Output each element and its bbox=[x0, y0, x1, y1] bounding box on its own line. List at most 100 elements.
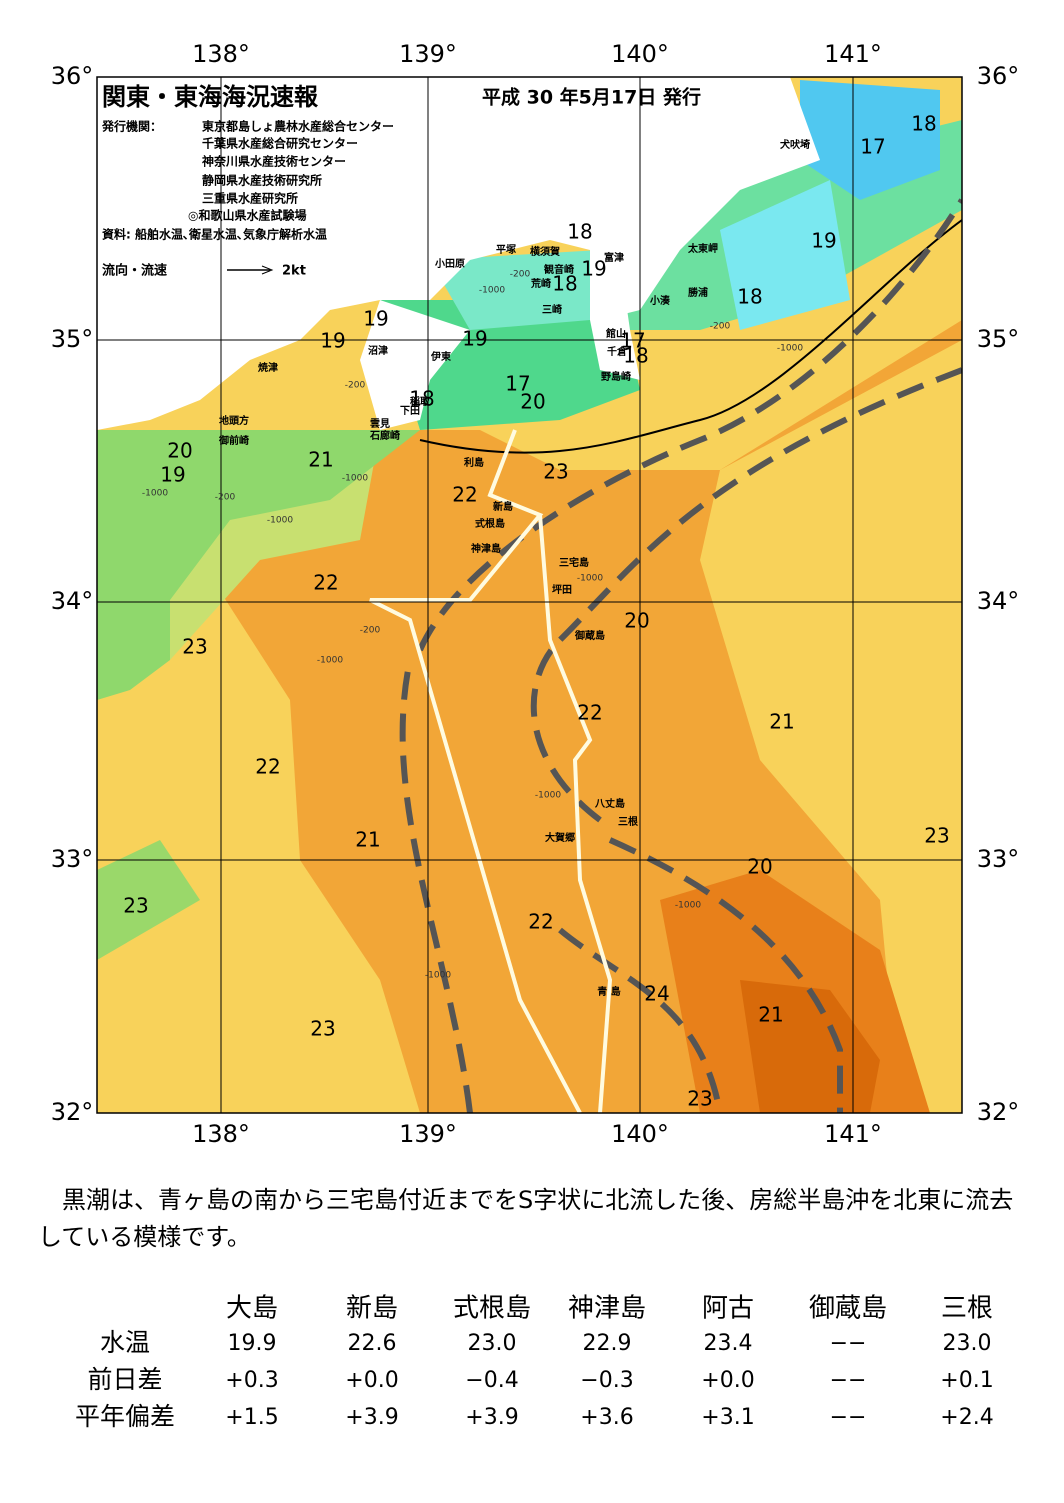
temperature-label: 18 bbox=[409, 387, 434, 411]
issuer: 千葉県水産総合研究センター bbox=[202, 136, 358, 151]
depth-label: -1000 bbox=[535, 791, 561, 801]
temperature-label: 23 bbox=[310, 1017, 335, 1041]
temperature-label: 23 bbox=[687, 1087, 712, 1111]
temperature-label: 20 bbox=[624, 609, 649, 633]
table-cell: +3.1 bbox=[701, 1405, 754, 1430]
table-cell: 22.6 bbox=[348, 1331, 397, 1356]
depth-label: -1000 bbox=[479, 286, 505, 296]
row-label: 水温 bbox=[100, 1328, 150, 1357]
place-name: 三崎 bbox=[542, 303, 562, 316]
table-cell: +3.9 bbox=[465, 1405, 518, 1430]
column-header: 大島 bbox=[226, 1294, 278, 1324]
table-cell: −0.4 bbox=[465, 1368, 518, 1393]
issue-date: 平成 30 年5月17日 発行 bbox=[482, 86, 701, 109]
temperature-label: 18 bbox=[552, 272, 577, 296]
place-name: 沼津 bbox=[368, 344, 388, 357]
place-name: 小田原 bbox=[434, 257, 465, 270]
lat-label: 32° bbox=[51, 1098, 94, 1126]
place-name: 荒崎 bbox=[530, 277, 551, 290]
place-name: 大賀郷 bbox=[545, 831, 575, 844]
depth-label: -1000 bbox=[267, 516, 293, 526]
place-name: 野島崎 bbox=[601, 370, 631, 383]
depth-label: -1000 bbox=[675, 901, 701, 911]
sea-temperature bbox=[97, 77, 962, 1113]
place-name: 雲見 bbox=[370, 418, 390, 430]
table-cell: −− bbox=[830, 1368, 867, 1393]
lat-label: 33° bbox=[51, 845, 94, 873]
lat-label: 36° bbox=[977, 62, 1020, 90]
table-cell: −− bbox=[830, 1331, 867, 1356]
depth-label: -1000 bbox=[777, 344, 803, 354]
place-name: 利島 bbox=[464, 456, 484, 469]
place-name: 平塚 bbox=[496, 243, 516, 256]
lat-label: 34° bbox=[977, 587, 1020, 615]
temperature-label: 18 bbox=[623, 344, 648, 368]
lon-label: 139° bbox=[399, 1120, 457, 1148]
temperature-label: 19 bbox=[363, 307, 388, 331]
place-name: 神津島 bbox=[471, 542, 501, 555]
depth-label: -200 bbox=[710, 322, 731, 332]
place-name: 八丈島 bbox=[594, 797, 625, 810]
map: 138° 138° 139° 139° 140° 140° 141° 141° 36° 36° 35… bbox=[51, 40, 1020, 1148]
lat-label: 35° bbox=[977, 325, 1020, 353]
place-name: 三根 bbox=[618, 815, 638, 828]
temperature-label: 23 bbox=[924, 824, 949, 848]
table-cell: +3.6 bbox=[580, 1405, 633, 1430]
table-cell: +2.4 bbox=[940, 1405, 993, 1430]
place-name: 稲取 bbox=[410, 395, 431, 408]
place-name: 焼津 bbox=[258, 361, 278, 374]
place-name: 犬吠埼 bbox=[780, 138, 810, 151]
column-header: 式根島 bbox=[453, 1294, 531, 1324]
temperature-label: 21 bbox=[769, 710, 794, 734]
temperature-label: 22 bbox=[313, 571, 338, 595]
lon-label: 141° bbox=[824, 40, 882, 68]
temperature-label: 23 bbox=[182, 635, 207, 659]
depth-label: -200 bbox=[345, 381, 366, 391]
table-cell: +0.1 bbox=[940, 1368, 993, 1393]
temperature-label: 17 bbox=[620, 329, 645, 353]
temperature-label: 22 bbox=[577, 701, 602, 725]
place-name: 下田 bbox=[400, 405, 420, 417]
place-name: 地頭方 bbox=[219, 414, 249, 427]
map-title: 関東・東海海況速報 bbox=[102, 83, 319, 111]
lat-label: 34° bbox=[51, 587, 94, 615]
table-cell: +3.9 bbox=[345, 1405, 398, 1430]
table-cell: 23.0 bbox=[943, 1331, 992, 1356]
graticule bbox=[97, 77, 962, 1113]
temperature-label: 20 bbox=[520, 390, 545, 414]
row-label: 前日差 bbox=[87, 1365, 162, 1394]
place-name: 富津 bbox=[604, 251, 624, 264]
temperature-label: 24 bbox=[644, 982, 669, 1006]
table-cell: +1.5 bbox=[225, 1405, 278, 1430]
flow-unit: 2kt bbox=[282, 264, 306, 279]
temperature-label: 19 bbox=[581, 257, 606, 281]
place-name: 式根島 bbox=[475, 517, 505, 530]
issuer-label: 発行機関： bbox=[101, 119, 162, 134]
temperature-label: 22 bbox=[255, 755, 280, 779]
temperature-label: 23 bbox=[123, 894, 148, 918]
place-name: 伊東 bbox=[430, 350, 451, 363]
place-name: 石廊崎 bbox=[369, 429, 400, 442]
table-cell: −0.3 bbox=[580, 1368, 633, 1393]
temperature-label: 18 bbox=[737, 285, 762, 309]
temperature-label: 19 bbox=[811, 229, 836, 253]
column-header: 新島 bbox=[346, 1294, 398, 1324]
temperature-label: 17 bbox=[860, 135, 885, 159]
place-name: 千倉 bbox=[607, 345, 628, 358]
issuer: ◎和歌山県水産試験場 bbox=[188, 208, 306, 223]
column-header: 阿古 bbox=[702, 1294, 754, 1324]
lon-label: 139° bbox=[399, 40, 457, 68]
place-name: 御前崎 bbox=[218, 434, 249, 447]
temperature-label: 19 bbox=[320, 329, 345, 353]
table-cell: 22.9 bbox=[583, 1331, 632, 1356]
lat-label: 35° bbox=[51, 325, 94, 353]
issuer: 東京都島しょ農林水産総合センター bbox=[202, 119, 394, 134]
temperature-label: 21 bbox=[308, 448, 333, 472]
place-name: 観音崎 bbox=[544, 263, 574, 276]
temperature-label: 18 bbox=[911, 112, 936, 136]
lat-label: 36° bbox=[51, 62, 94, 90]
lon-label: 140° bbox=[611, 1120, 669, 1148]
depth-label: -1000 bbox=[142, 489, 168, 499]
